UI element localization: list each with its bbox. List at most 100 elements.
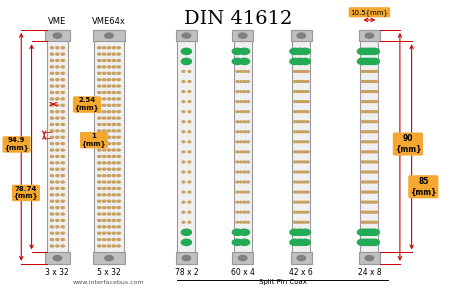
Circle shape <box>50 213 54 215</box>
Circle shape <box>243 151 246 153</box>
Circle shape <box>239 191 242 193</box>
Circle shape <box>182 48 191 54</box>
Text: 90
{mm}: 90 {mm} <box>395 134 421 154</box>
Circle shape <box>112 143 116 145</box>
Circle shape <box>50 85 54 87</box>
Circle shape <box>293 221 296 223</box>
Circle shape <box>375 111 378 113</box>
Circle shape <box>367 141 370 143</box>
Circle shape <box>61 162 64 164</box>
Circle shape <box>182 71 185 72</box>
Bar <box>232 252 254 264</box>
Circle shape <box>98 213 101 215</box>
Circle shape <box>56 187 59 190</box>
Circle shape <box>56 124 59 126</box>
Circle shape <box>112 238 116 240</box>
Circle shape <box>107 143 110 145</box>
Circle shape <box>246 121 249 123</box>
Circle shape <box>363 211 366 213</box>
Circle shape <box>102 111 106 113</box>
Circle shape <box>188 81 191 82</box>
Circle shape <box>371 151 374 153</box>
Circle shape <box>369 191 372 193</box>
Circle shape <box>56 66 59 68</box>
Circle shape <box>306 81 309 82</box>
Circle shape <box>50 60 54 62</box>
Circle shape <box>107 130 110 132</box>
Circle shape <box>188 151 191 153</box>
Circle shape <box>293 81 296 82</box>
Circle shape <box>117 60 120 62</box>
Circle shape <box>112 194 116 196</box>
Circle shape <box>373 201 376 203</box>
Circle shape <box>361 221 364 223</box>
Circle shape <box>117 85 120 87</box>
Circle shape <box>299 151 301 153</box>
Circle shape <box>117 213 120 215</box>
Circle shape <box>301 141 304 143</box>
Circle shape <box>361 91 364 92</box>
Circle shape <box>239 229 250 235</box>
Circle shape <box>246 161 249 163</box>
Circle shape <box>306 111 309 113</box>
Text: VME: VME <box>48 17 66 26</box>
Circle shape <box>98 72 101 74</box>
Circle shape <box>363 151 366 153</box>
Circle shape <box>105 255 113 261</box>
Circle shape <box>304 91 307 92</box>
Circle shape <box>236 91 239 92</box>
Circle shape <box>50 143 54 145</box>
Circle shape <box>112 232 116 234</box>
Circle shape <box>102 213 106 215</box>
Circle shape <box>56 219 59 221</box>
Text: 2.54
{mm}: 2.54 {mm} <box>74 97 99 111</box>
Circle shape <box>296 91 299 92</box>
Circle shape <box>102 143 106 145</box>
Circle shape <box>50 117 54 119</box>
Circle shape <box>367 121 370 123</box>
Circle shape <box>357 229 367 235</box>
Circle shape <box>236 131 239 133</box>
Circle shape <box>239 131 242 133</box>
Circle shape <box>102 226 106 228</box>
Circle shape <box>301 211 304 213</box>
Circle shape <box>296 101 299 103</box>
Circle shape <box>243 101 246 103</box>
Circle shape <box>50 98 54 100</box>
Circle shape <box>299 221 301 223</box>
Bar <box>175 30 197 41</box>
Circle shape <box>361 211 364 213</box>
Circle shape <box>112 60 116 62</box>
Circle shape <box>246 201 249 203</box>
Circle shape <box>300 229 310 235</box>
Circle shape <box>293 151 296 153</box>
Circle shape <box>365 91 368 92</box>
Circle shape <box>102 130 106 132</box>
Circle shape <box>239 91 242 92</box>
Circle shape <box>375 211 378 213</box>
Circle shape <box>107 226 110 228</box>
Circle shape <box>369 111 372 113</box>
Circle shape <box>363 121 366 123</box>
Bar <box>45 30 70 41</box>
Circle shape <box>369 171 372 173</box>
Circle shape <box>375 81 378 82</box>
Bar <box>234 30 252 264</box>
Circle shape <box>50 72 54 74</box>
Circle shape <box>373 81 376 82</box>
Circle shape <box>112 92 116 94</box>
Circle shape <box>299 131 301 133</box>
Circle shape <box>365 58 375 65</box>
Circle shape <box>188 71 191 72</box>
Circle shape <box>361 151 364 153</box>
Circle shape <box>102 175 106 177</box>
Bar <box>292 30 310 264</box>
Circle shape <box>50 168 54 170</box>
Circle shape <box>361 58 372 65</box>
Circle shape <box>373 191 376 193</box>
Circle shape <box>243 181 246 183</box>
Circle shape <box>301 221 304 223</box>
Circle shape <box>246 181 249 183</box>
Circle shape <box>306 181 309 183</box>
Circle shape <box>98 98 101 100</box>
